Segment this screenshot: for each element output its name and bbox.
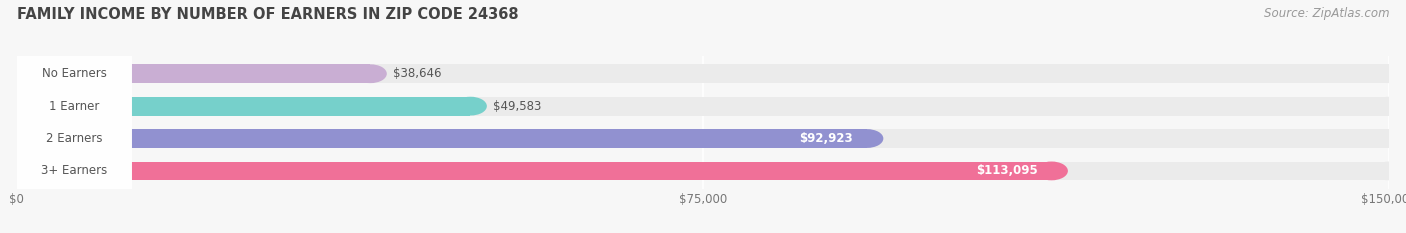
Ellipse shape bbox=[0, 129, 34, 148]
Text: $49,583: $49,583 bbox=[494, 100, 541, 113]
Ellipse shape bbox=[454, 97, 486, 116]
Ellipse shape bbox=[1372, 129, 1406, 148]
Text: No Earners: No Earners bbox=[42, 67, 107, 80]
Ellipse shape bbox=[0, 97, 34, 116]
Ellipse shape bbox=[1372, 97, 1406, 116]
Text: $38,646: $38,646 bbox=[394, 67, 441, 80]
Ellipse shape bbox=[851, 129, 883, 148]
Ellipse shape bbox=[0, 64, 34, 83]
Text: 2 Earners: 2 Earners bbox=[46, 132, 103, 145]
Ellipse shape bbox=[0, 129, 34, 148]
FancyBboxPatch shape bbox=[17, 0, 132, 233]
Text: 3+ Earners: 3+ Earners bbox=[41, 164, 107, 177]
Ellipse shape bbox=[0, 161, 34, 180]
Bar bbox=[17, 64, 370, 83]
Text: FAMILY INCOME BY NUMBER OF EARNERS IN ZIP CODE 24368: FAMILY INCOME BY NUMBER OF EARNERS IN ZI… bbox=[17, 7, 519, 22]
FancyBboxPatch shape bbox=[17, 0, 132, 233]
Bar bbox=[17, 97, 1389, 116]
Ellipse shape bbox=[0, 97, 34, 116]
Bar bbox=[17, 97, 471, 116]
Text: Source: ZipAtlas.com: Source: ZipAtlas.com bbox=[1264, 7, 1389, 20]
FancyBboxPatch shape bbox=[17, 0, 132, 233]
Bar bbox=[17, 161, 1052, 180]
Ellipse shape bbox=[1372, 161, 1406, 180]
Text: $92,923: $92,923 bbox=[800, 132, 853, 145]
Bar bbox=[17, 161, 1389, 180]
Ellipse shape bbox=[0, 161, 34, 180]
Bar bbox=[17, 64, 1389, 83]
Ellipse shape bbox=[1372, 64, 1406, 83]
Bar bbox=[17, 129, 868, 148]
Bar bbox=[17, 129, 1389, 148]
Text: 1 Earner: 1 Earner bbox=[49, 100, 100, 113]
Text: $113,095: $113,095 bbox=[976, 164, 1038, 177]
Ellipse shape bbox=[1035, 161, 1069, 180]
Ellipse shape bbox=[0, 64, 34, 83]
FancyBboxPatch shape bbox=[17, 0, 132, 233]
Ellipse shape bbox=[354, 64, 387, 83]
